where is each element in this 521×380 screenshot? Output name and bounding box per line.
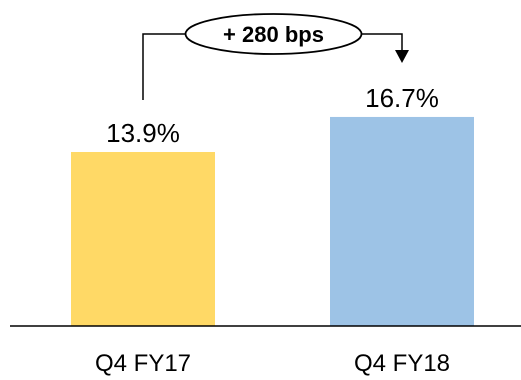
bars-group	[71, 116, 474, 326]
bar-q4-fy18	[330, 116, 474, 326]
callout-ellipse	[184, 13, 363, 55]
value-labels-group: 13.9% 16.7%	[106, 83, 439, 148]
arrowhead-icon	[395, 49, 409, 63]
category-label: Q4 FY18	[354, 350, 450, 377]
bar-q4-fy17	[71, 152, 215, 326]
category-label: Q4 FY17	[95, 350, 191, 377]
category-labels-group: Q4 FY17 Q4 FY18	[95, 350, 450, 377]
callout-text: + 280 bps	[223, 22, 324, 47]
value-label: 16.7%	[365, 83, 439, 113]
value-label: 13.9%	[106, 118, 180, 148]
change-callout: + 280 bps	[142, 13, 409, 100]
